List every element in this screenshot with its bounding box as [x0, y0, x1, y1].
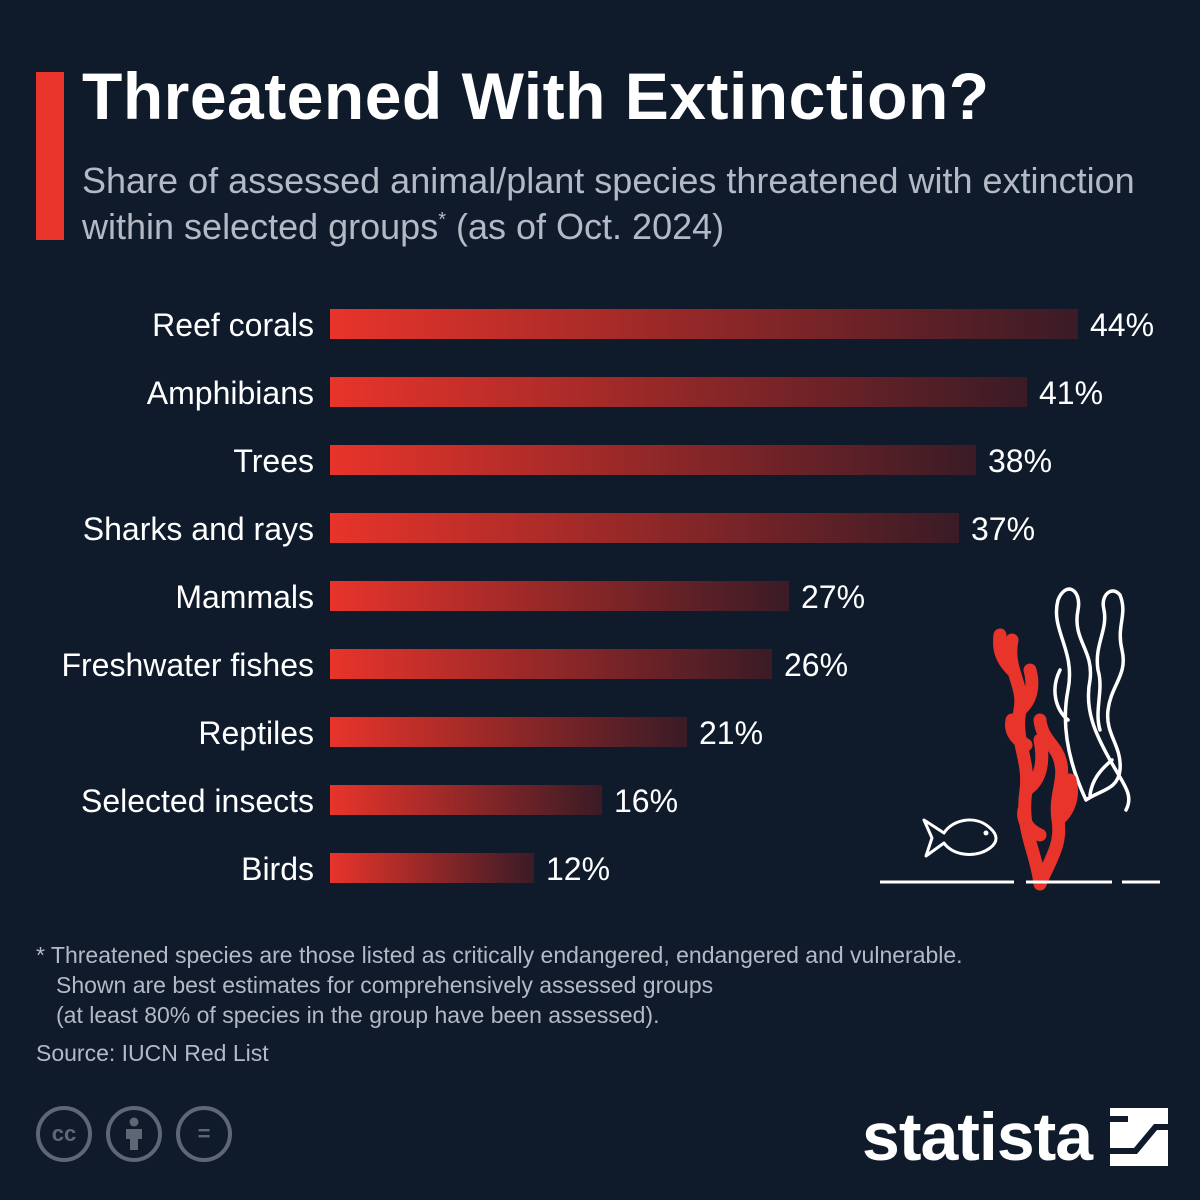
source-note: Source: IUCN Red List	[36, 1040, 269, 1066]
red-coral-icon	[993, 628, 1078, 891]
white-coral-icon	[1053, 587, 1131, 812]
subtitle-date: (as of Oct. 2024)	[446, 206, 725, 247]
footnote-line-3: (at least 80% of species in the group ha…	[56, 1002, 660, 1028]
category-label: Trees	[233, 443, 314, 479]
bar	[330, 785, 602, 815]
footnote: * Threatened species are those listed as…	[36, 940, 963, 1030]
bars-group: Reef corals 44% Amphibians 41% Trees 38% Shark…	[61, 307, 1154, 887]
footnote-line-2: Shown are best estimates for comprehensi…	[56, 972, 714, 998]
bar	[330, 309, 1078, 339]
category-label: Reptiles	[198, 715, 314, 751]
subtitle-footnote-mark: *	[438, 209, 446, 231]
category-label: Amphibians	[147, 375, 314, 411]
bar	[330, 377, 1027, 407]
footnote-line-1: * Threatened species are those listed as…	[36, 942, 963, 968]
value-label: 38%	[988, 443, 1052, 479]
bar	[330, 581, 789, 611]
category-label: Sharks and rays	[83, 511, 314, 547]
page-title: Threatened With Extinction?	[82, 59, 990, 133]
title-accent-bar	[36, 72, 64, 240]
bar	[330, 513, 959, 543]
no-derivatives-icon[interactable]: =	[176, 1106, 232, 1162]
value-label: 41%	[1039, 375, 1103, 411]
value-label: 21%	[699, 715, 763, 751]
license-icons: cc =	[36, 1106, 232, 1162]
value-label: 12%	[546, 851, 610, 887]
fish-icon	[922, 818, 998, 858]
statista-logo-icon	[1110, 1108, 1169, 1166]
category-label: Freshwater fishes	[61, 647, 314, 683]
category-label: Reef corals	[152, 307, 314, 343]
value-label: 27%	[801, 579, 865, 615]
bar	[330, 853, 534, 883]
bar	[330, 649, 772, 679]
value-label: 44%	[1090, 307, 1154, 343]
attribution-icon[interactable]	[106, 1106, 162, 1162]
bar-chart: Reef corals 44% Amphibians 41% Trees 38% Shark…	[61, 307, 1160, 891]
bar	[330, 445, 976, 475]
category-label: Birds	[241, 851, 314, 887]
coral-illustration	[880, 587, 1160, 891]
logo-text: statista	[862, 1099, 1093, 1175]
bar	[330, 717, 687, 747]
category-label: Selected insects	[81, 783, 314, 819]
subtitle-main: Share of assessed animal/plant species t…	[82, 160, 1135, 247]
page-subtitle: Share of assessed animal/plant species t…	[82, 158, 1162, 250]
category-label: Mammals	[175, 579, 314, 615]
statista-logo[interactable]: statista	[862, 1098, 1169, 1176]
value-label: 37%	[971, 511, 1035, 547]
value-label: 26%	[784, 647, 848, 683]
creative-commons-icon[interactable]: cc	[36, 1106, 92, 1162]
value-label: 16%	[614, 783, 678, 819]
